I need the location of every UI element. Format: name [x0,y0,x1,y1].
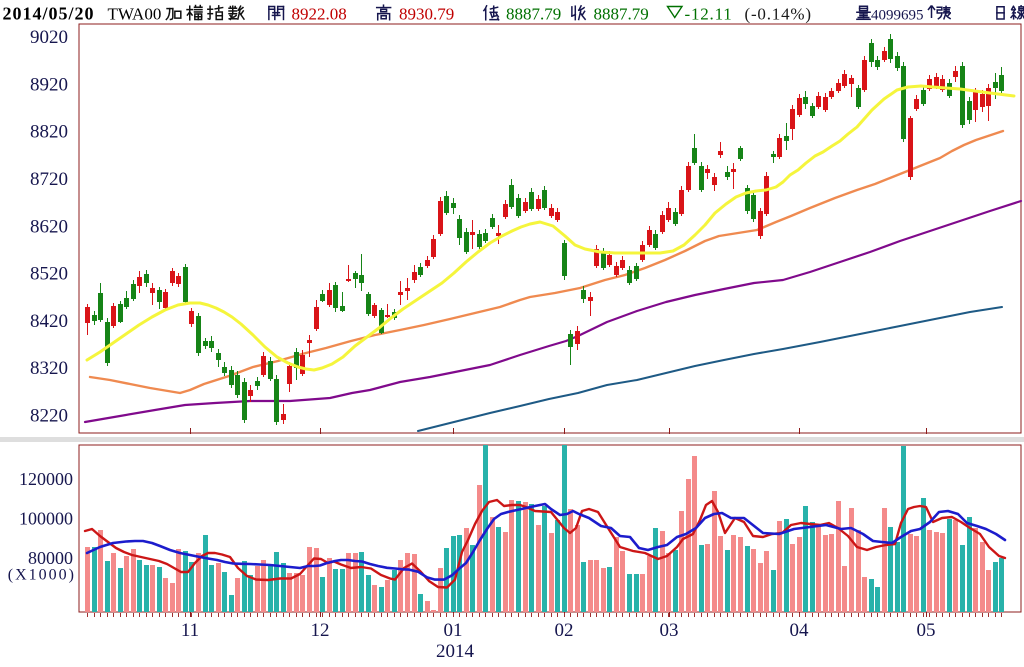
svg-text:8420: 8420 [30,311,68,332]
svg-text:8220: 8220 [30,406,68,427]
svg-text:9020: 9020 [30,27,68,48]
svg-text:TWA00: TWA00 [108,5,162,24]
svg-text:02: 02 [555,620,574,641]
svg-text:2014: 2014 [436,641,475,662]
svg-text:8887.79: 8887.79 [594,5,649,24]
svg-text:03: 03 [660,620,679,641]
svg-text:-12.11: -12.11 [685,5,733,24]
svg-text:100000: 100000 [19,509,73,529]
svg-text:8922.08: 8922.08 [292,5,347,24]
svg-text:8720: 8720 [30,169,68,190]
svg-text:11: 11 [181,620,199,641]
svg-text:05: 05 [917,620,936,641]
svg-text:12: 12 [311,620,330,641]
svg-text:8820: 8820 [30,122,68,143]
svg-text:80000: 80000 [28,548,73,568]
svg-text:120000: 120000 [19,469,73,489]
svg-text:8930.79: 8930.79 [399,5,454,24]
svg-text:8320: 8320 [30,358,68,379]
svg-text:4099695: 4099695 [871,8,924,24]
svg-text:8620: 8620 [30,216,68,237]
svg-text:8520: 8520 [30,264,68,285]
svg-text:(-0.14%): (-0.14%) [745,5,812,24]
svg-text:(X1000): (X1000) [8,567,76,584]
svg-text:8887.79: 8887.79 [506,5,561,24]
svg-text:8920: 8920 [30,74,68,95]
svg-text:04: 04 [790,620,810,641]
svg-text:01: 01 [444,620,463,641]
svg-text:2014/05/20: 2014/05/20 [3,4,95,24]
